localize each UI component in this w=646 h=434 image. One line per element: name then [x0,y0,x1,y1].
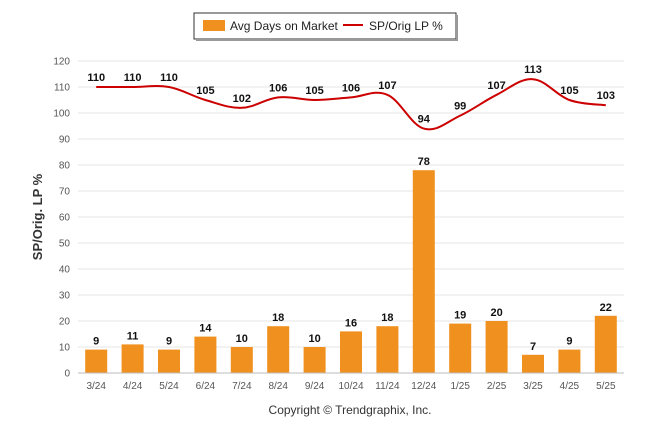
legend-shadow-bottom [196,39,458,41]
bar-value-label: 22 [600,302,612,314]
bar-value-label: 19 [454,310,466,322]
bar-value-label: 14 [199,323,212,335]
bar-value-label: 10 [236,333,248,345]
x-tick-label: 7/24 [232,381,252,392]
bar-value-label: 78 [418,156,430,168]
y-tick-label: 40 [59,265,71,276]
x-axis-ticks: 3/24 4/24 5/24 6/24 7/24 8/24 9/24 10/24 11/24 12… [86,381,616,392]
x-tick-label: 4/25 [560,381,580,392]
bar [485,321,508,373]
y-tick-label: 10 [59,343,71,354]
copyright-credit: Copyright © Trendgraphix, Inc. [269,403,432,417]
x-tick-label: 1/25 [450,381,470,392]
bar [230,347,253,373]
y-tick-label: 50 [59,239,71,250]
x-tick-label: 5/24 [159,381,179,392]
y-tick-label: 60 [59,213,71,224]
line-data-labels: 110 110 110 105 102 106 105 106 107 94 99 107 113 105… [87,64,615,125]
legend-bar-swatch [203,20,225,31]
legend: Avg Days on Market SP/Orig LP % [193,12,458,41]
line-series [96,78,606,131]
x-tick-label: 11/24 [375,381,400,392]
bar-value-label: 9 [166,336,172,348]
bar [303,347,326,373]
y-tick-label: 120 [53,57,70,68]
line-value-label: 107 [487,80,505,92]
y-axis-ticks: 0 10 20 30 40 50 60 70 80 90 100 110 120 [53,57,70,380]
bar [85,349,108,373]
x-tick-label: 8/24 [268,381,288,392]
bar-series [85,170,617,373]
bar-value-label: 7 [530,341,536,353]
x-tick-label: 5/25 [596,381,616,392]
bar-value-label: 18 [272,312,284,324]
bar [449,323,472,373]
line-value-label: 94 [418,114,431,126]
y-tick-label: 110 [54,83,70,94]
bar-value-label: 9 [93,336,99,348]
line-value-label: 110 [160,72,178,84]
legend-bar-label: Avg Days on Market [230,19,338,33]
line-path [96,78,606,131]
line-value-label: 99 [454,101,466,113]
x-tick-label: 6/24 [196,381,216,392]
bar-value-label: 9 [566,336,572,348]
y-axis-title: SP/Orig. LP % [30,173,45,260]
bar [594,315,617,373]
bar [412,170,435,373]
bar-value-label: 16 [345,317,357,329]
bar [158,349,180,373]
line-value-label: 105 [305,85,323,97]
bar [267,326,290,373]
line-value-label: 113 [524,64,542,76]
x-tick-label: 9/24 [305,381,325,392]
line-value-label: 102 [233,93,251,105]
x-tick-label: 2/25 [487,381,507,392]
y-tick-label: 30 [59,291,71,302]
y-tick-label: 20 [59,317,71,328]
bar-data-labels: 9 11 9 14 10 18 10 16 18 78 19 20 7 9 22 [93,156,612,353]
x-tick-label: 3/25 [523,381,543,392]
y-tick-label: 90 [59,135,71,146]
bar-value-label: 18 [381,312,393,324]
line-value-label: 106 [342,82,360,94]
line-value-label: 110 [124,72,142,84]
y-tick-label: 70 [59,187,71,198]
bar [522,354,544,373]
line-value-label: 106 [269,82,287,94]
bar-value-label: 11 [127,330,139,342]
bar [340,331,362,373]
y-tick-label: 0 [64,369,70,380]
bar [558,349,581,373]
line-value-label: 110 [87,72,105,84]
y-tick-label: 100 [53,109,70,120]
bar-value-label: 20 [490,307,502,319]
line-value-label: 105 [560,85,578,97]
legend-shadow [456,15,458,41]
line-value-label: 103 [597,90,615,102]
legend-line-label: SP/Orig LP % [369,19,443,33]
bar-value-label: 10 [308,333,320,345]
y-tick-label: 80 [59,161,71,172]
bar [121,344,144,373]
legend-frame [193,12,457,40]
bar [376,326,399,373]
x-tick-label: 10/24 [338,381,363,392]
x-tick-label: 12/24 [411,381,436,392]
line-value-label: 105 [196,85,214,97]
x-tick-label: 4/24 [123,381,143,392]
line-value-label: 107 [378,80,396,92]
x-tick-label: 3/24 [86,381,106,392]
bar [194,336,217,373]
